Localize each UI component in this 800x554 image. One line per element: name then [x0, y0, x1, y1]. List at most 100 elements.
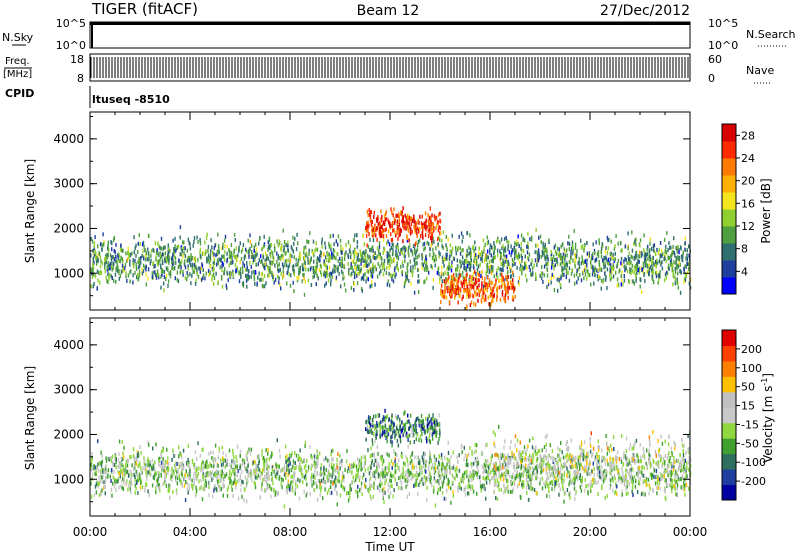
range-gate-cell — [503, 286, 506, 291]
range-gate-cell — [460, 231, 463, 236]
range-gate-cell — [436, 491, 439, 496]
range-gate-cell — [520, 246, 522, 251]
range-gate-cell — [657, 460, 660, 464]
range-gate-cell — [261, 487, 263, 492]
range-gate-cell — [536, 259, 538, 264]
range-gate-cell — [237, 253, 239, 258]
range-gate-cell — [504, 257, 507, 262]
freq-tick-top: 18 — [70, 53, 84, 66]
range-gate-cell — [487, 249, 489, 254]
range-gate-cell — [241, 265, 244, 270]
range-gate-cell — [167, 470, 169, 475]
range-gate-cell — [214, 243, 216, 248]
range-gate-cell — [396, 231, 398, 236]
range-gate-cell — [506, 484, 509, 489]
range-gate-cell — [376, 218, 378, 223]
range-gate-cell — [584, 259, 587, 264]
range-gate-cell — [153, 248, 155, 253]
range-gate-cell — [484, 464, 487, 469]
range-gate-cell — [534, 258, 537, 263]
cpid-strip: CPID ltuseq -8510 — [5, 86, 170, 108]
range-gate-cell — [202, 460, 204, 465]
range-gate-cell — [665, 244, 667, 249]
range-gate-cell — [482, 470, 484, 475]
range-gate-cell — [183, 259, 186, 264]
range-gate-cell — [328, 471, 330, 476]
range-gate-cell — [325, 456, 327, 461]
range-gate-cell — [119, 274, 121, 279]
range-gate-cell — [659, 253, 661, 258]
range-gate-cell — [475, 275, 478, 280]
range-gate-cell — [213, 261, 215, 266]
range-gate-cell — [497, 265, 499, 270]
range-gate-cell — [276, 260, 278, 265]
range-gate-cell — [253, 248, 255, 253]
range-gate-cell — [384, 474, 386, 479]
range-gate-cell — [174, 236, 176, 241]
range-gate-cell — [269, 252, 271, 256]
range-gate-cell — [409, 259, 411, 264]
range-gate-cell — [290, 245, 293, 250]
range-gate-cell — [553, 487, 556, 492]
range-gate-cell — [593, 466, 595, 471]
range-gate-cell — [318, 268, 321, 273]
range-gate-cell — [182, 448, 185, 453]
power-x-axis — [89, 112, 691, 310]
range-gate-cell — [419, 466, 421, 471]
range-gate-cell — [241, 281, 244, 286]
range-gate-cell — [679, 245, 682, 250]
range-gate-cell — [212, 261, 214, 266]
range-gate-cell — [184, 254, 187, 259]
range-gate-cell — [277, 274, 279, 279]
range-gate-cell — [389, 224, 392, 229]
range-gate-cell — [395, 213, 397, 218]
range-gate-cell — [643, 258, 646, 263]
range-gate-cell — [509, 460, 512, 465]
range-gate-cell — [659, 241, 662, 245]
range-gate-cell — [199, 269, 201, 274]
range-gate-cell — [193, 266, 196, 271]
range-gate-cell — [160, 452, 162, 457]
range-gate-cell — [638, 470, 641, 475]
range-gate-cell — [219, 487, 221, 492]
range-gate-cell — [561, 450, 563, 455]
range-gate-cell — [475, 470, 477, 475]
range-gate-cell — [317, 460, 319, 465]
range-gate-cell — [390, 257, 392, 262]
range-gate-cell — [462, 270, 464, 275]
range-gate-cell — [330, 271, 333, 276]
range-gate-cell — [540, 470, 542, 475]
range-gate-cell — [640, 253, 643, 258]
range-gate-cell — [316, 247, 319, 252]
range-gate-cell — [420, 221, 423, 226]
range-gate-cell — [211, 277, 213, 282]
range-gate-cell — [157, 251, 159, 256]
range-gate-cell — [606, 250, 609, 255]
range-gate-cell — [190, 281, 192, 286]
range-gate-cell — [285, 471, 287, 476]
range-gate-cell — [140, 256, 142, 260]
range-gate-cell — [631, 479, 633, 484]
range-gate-cell — [616, 283, 618, 288]
range-gate-cell — [384, 212, 387, 217]
range-gate-cell — [97, 258, 99, 263]
range-gate-cell — [238, 279, 241, 284]
range-gate-cell — [597, 492, 599, 496]
range-gate-cell — [459, 287, 461, 292]
range-gate-cell — [118, 253, 121, 258]
range-gate-cell — [545, 442, 547, 447]
range-gate-cell — [472, 293, 474, 298]
range-gate-cell — [536, 491, 538, 496]
range-gate-cell — [512, 295, 514, 300]
range-gate-cell — [316, 256, 319, 261]
range-gate-cell — [129, 259, 131, 264]
range-gate-cell — [382, 234, 385, 239]
range-gate-cell — [413, 474, 415, 478]
range-gate-cell — [307, 267, 309, 272]
range-gate-cell — [646, 448, 648, 453]
range-gate-cell — [566, 248, 568, 253]
range-gate-cell — [222, 456, 224, 461]
range-gate-cell — [507, 295, 509, 300]
range-gate-cell — [652, 248, 655, 253]
range-gate-cell — [516, 239, 518, 244]
